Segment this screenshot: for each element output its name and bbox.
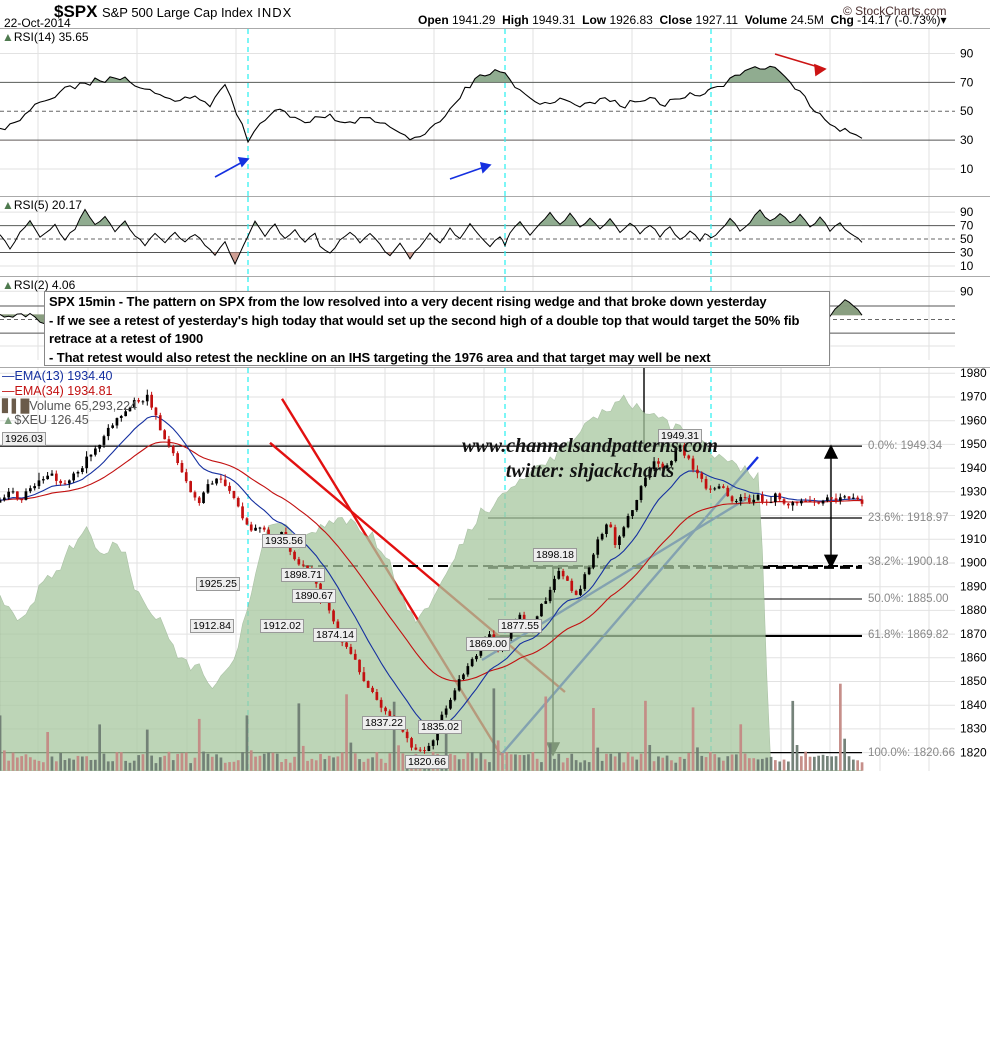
svg-text:100.0%: 1820.66: 100.0%: 1820.66 (868, 747, 955, 759)
svg-text:0.0%: 1949.34: 0.0%: 1949.34 (868, 440, 943, 452)
svg-text:1920: 1920 (960, 508, 987, 522)
svg-text:1970: 1970 (960, 390, 987, 404)
svg-text:50.0%: 1885.00: 50.0%: 1885.00 (868, 593, 949, 605)
svg-text:1900: 1900 (960, 556, 987, 570)
svg-text:1910: 1910 (960, 532, 987, 546)
svg-text:10: 10 (960, 259, 974, 273)
svg-text:1820: 1820 (960, 745, 987, 759)
svg-text:30: 30 (960, 246, 974, 260)
svg-text:70: 70 (960, 219, 974, 233)
svg-text:1980: 1980 (960, 368, 987, 380)
svg-text:90: 90 (960, 205, 974, 219)
svg-text:70: 70 (960, 75, 974, 89)
svg-text:1830: 1830 (960, 722, 987, 736)
svg-text:61.8%: 1869.82: 61.8%: 1869.82 (868, 629, 949, 641)
svg-text:1880: 1880 (960, 603, 987, 617)
svg-text:10: 10 (960, 162, 974, 176)
svg-text:1890: 1890 (960, 579, 987, 593)
svg-text:1940: 1940 (960, 461, 987, 475)
svg-text:50: 50 (960, 104, 974, 118)
svg-text:1950: 1950 (960, 437, 987, 451)
svg-text:1930: 1930 (960, 485, 987, 499)
svg-text:1860: 1860 (960, 651, 987, 665)
svg-text:30: 30 (960, 133, 974, 147)
svg-text:1850: 1850 (960, 674, 987, 688)
svg-text:1840: 1840 (960, 698, 987, 712)
svg-text:38.2%: 1900.18: 38.2%: 1900.18 (868, 556, 949, 568)
svg-text:1960: 1960 (960, 413, 987, 427)
svg-text:1870: 1870 (960, 627, 987, 641)
svg-text:90: 90 (960, 47, 974, 61)
svg-text:23.6%: 1918.97: 23.6%: 1918.97 (868, 512, 949, 524)
svg-text:90: 90 (960, 284, 974, 298)
svg-text:50: 50 (960, 232, 974, 246)
